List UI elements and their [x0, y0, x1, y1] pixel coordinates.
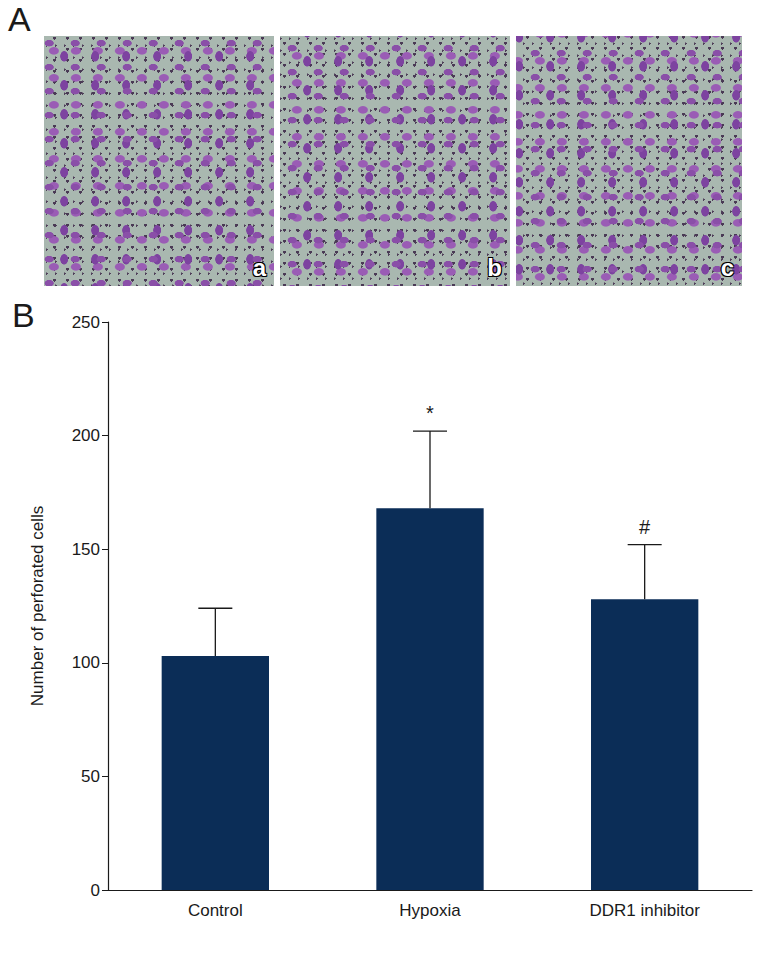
- html-text:A: A: [8, 0, 31, 38]
- svg-text:0: 0: [91, 881, 100, 900]
- html-text:c: c: [720, 254, 734, 281]
- svg-text:Control: Control: [188, 901, 243, 920]
- svg-text:DDR1 inhibitor: DDR1 inhibitor: [589, 901, 700, 920]
- svg-text:250: 250: [72, 313, 100, 332]
- svg-text:100: 100: [72, 653, 100, 672]
- html-text:B: B: [12, 296, 35, 334]
- svg-text:50: 50: [81, 767, 100, 786]
- svg-text:Hypoxia: Hypoxia: [399, 901, 461, 920]
- html-text:a: a: [252, 254, 266, 281]
- html-text:b: b: [487, 254, 502, 281]
- svg-text:*: *: [426, 402, 434, 424]
- svg-text:#: #: [639, 516, 651, 538]
- svg-text:200: 200: [72, 426, 100, 445]
- svg-text:Number of perforated cells: Number of perforated cells: [28, 506, 47, 706]
- svg-text:150: 150: [72, 540, 100, 559]
